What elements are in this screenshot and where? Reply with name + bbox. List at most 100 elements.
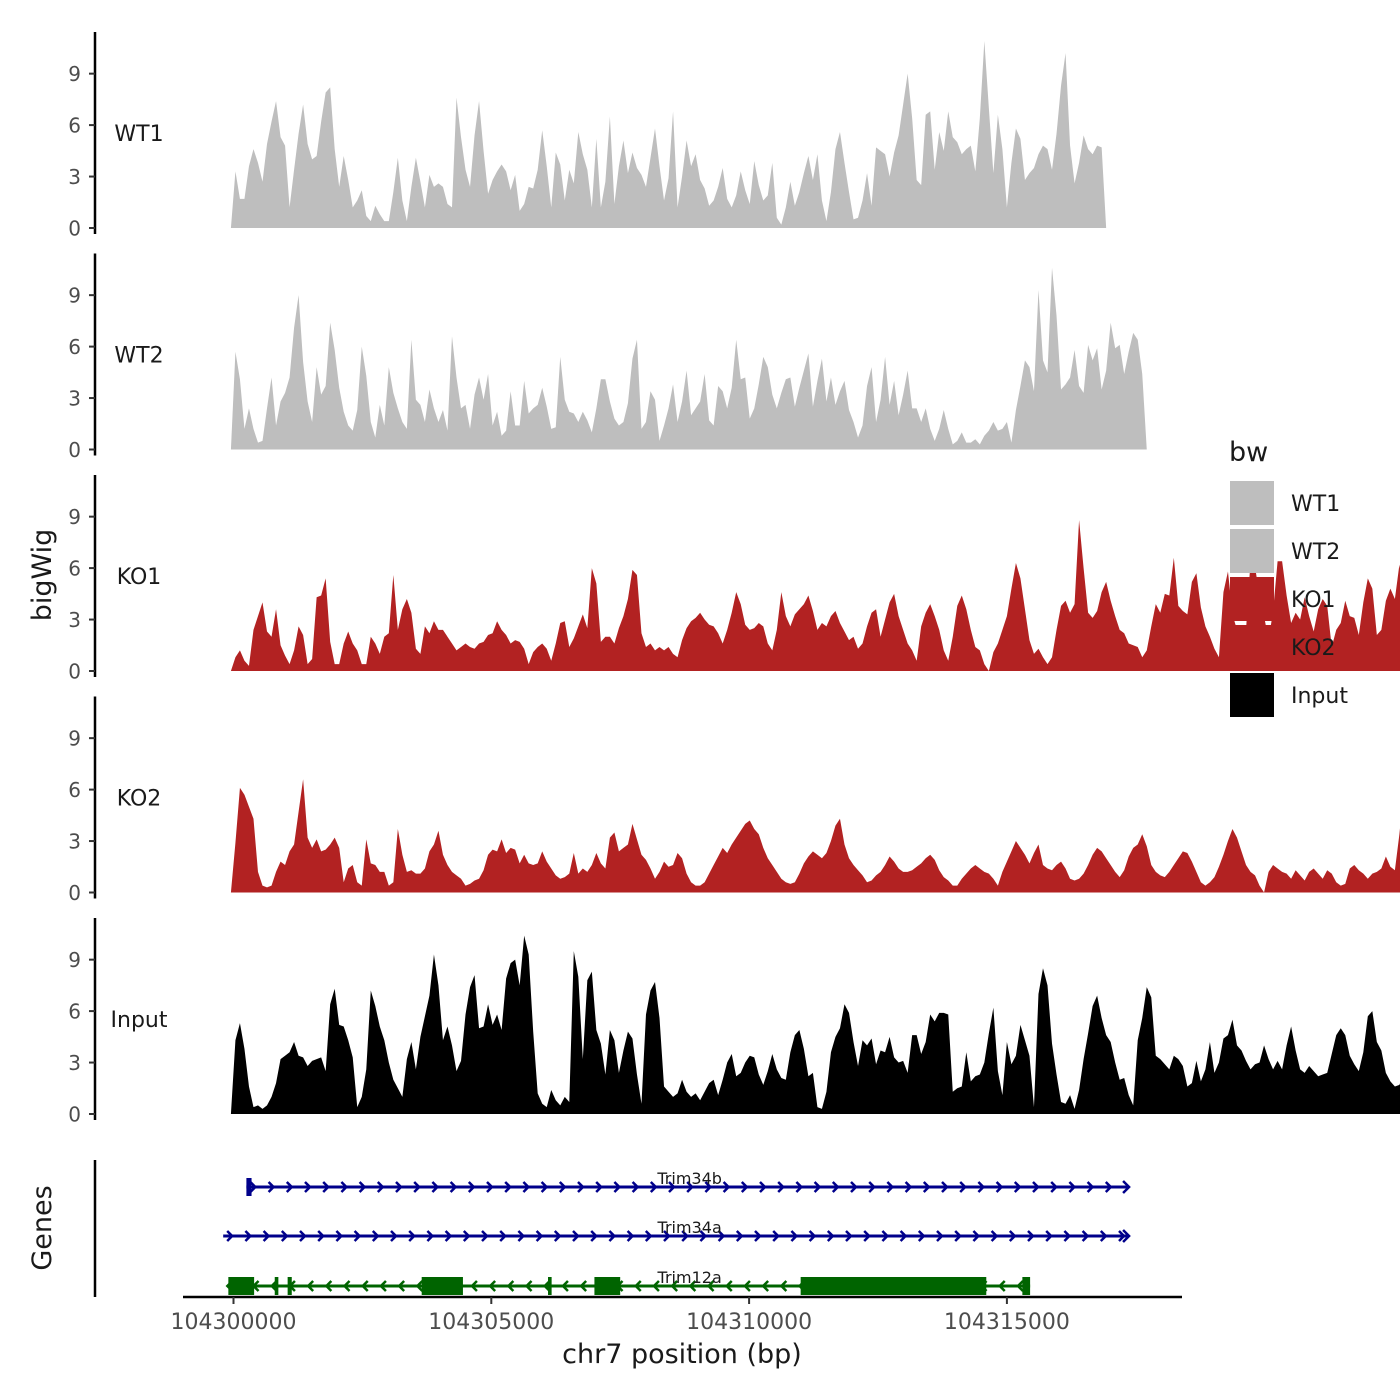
legend-key-wt1 [1230,481,1274,525]
strand-arrow [360,1280,369,1292]
x-tick-label: 104315000 [944,1310,1070,1335]
strand-arrow [572,1230,580,1242]
legend-label-ko1: KO1 [1291,588,1336,613]
strand-arrow [244,1230,253,1242]
track-input: 0 3 6 9 Input [68,918,1400,1127]
strand-arrow [506,1280,515,1292]
strand-arrow [322,1181,330,1193]
strand-arrow [1086,1181,1095,1193]
signal-area-ko2 [230,779,1400,893]
strand-arrow [1068,1181,1077,1193]
strand-arrow [376,1181,385,1193]
x-tick-label: 104310000 [686,1310,812,1335]
strand-arrow [868,1181,876,1193]
strand-arrow [561,1280,569,1292]
strand-arrow-end [1122,1229,1131,1243]
strand-arrow [613,1181,622,1193]
strand-arrow [486,1181,494,1193]
exon [421,1277,463,1295]
track-ko2: 0 3 6 9 KO2 [68,696,1400,905]
strand-arrow [795,1181,804,1193]
gene-name-label: Trim34a [657,1218,722,1237]
y-tick-label: 0 [68,217,81,241]
strand-arrow [280,1230,289,1242]
strand-arrow [977,1181,986,1193]
strand-arrow [358,1181,367,1193]
strand-arrow [995,1181,1004,1193]
strand-arrow [754,1230,762,1242]
strand-arrow [590,1230,598,1242]
strand-arrow [626,1230,635,1242]
strand-arrow [390,1230,398,1242]
strand-arrow-end [1122,1180,1131,1194]
strand-arrow [488,1280,497,1292]
strand-arrow [267,1181,276,1193]
strand-arrow [1099,1230,1108,1242]
strand-arrow [524,1280,533,1292]
y-tick-label: 6 [68,1000,81,1024]
gene-annotation-panel: 104300000 104305000 104310000 104315000 Trim… [93,1160,1182,1335]
strand-arrow [395,1181,403,1193]
exon [287,1277,292,1295]
exon [800,1277,987,1295]
legend-label-input: Input [1291,684,1348,709]
y-tick-label: 9 [68,284,81,308]
genes-axis-title: Genes [27,1185,58,1270]
strand-arrow [813,1181,822,1193]
strand-arrow [1063,1230,1072,1242]
y-tick-label: 3 [68,165,81,189]
strand-arrow [972,1230,981,1242]
strand-arrow [722,1181,731,1193]
strand-arrow [717,1230,726,1242]
y-tick-label: 6 [68,778,81,802]
exon [1022,1277,1031,1295]
y-tick-label: 9 [68,505,81,529]
strand-arrow [997,1280,1006,1292]
strand-arrow [413,1181,421,1193]
strand-arrow [1081,1230,1090,1242]
y-tick-label: 9 [68,948,81,972]
strand-arrow [790,1230,799,1242]
track-label: KO2 [117,787,162,812]
strand-arrow [342,1280,351,1292]
strand-arrow [317,1230,325,1242]
strand-arrow [724,1280,733,1292]
exon [548,1277,552,1295]
exon [228,1277,255,1295]
strand-arrow [740,1181,749,1193]
strand-arrow [899,1230,908,1242]
strand-arrow [954,1230,962,1242]
strand-arrow [886,1181,895,1193]
strand-arrow [522,1181,531,1193]
strand-arrow [761,1280,770,1292]
legend-label-ko2: KO2 [1291,636,1336,661]
legend-key-input [1230,673,1274,717]
y-tick-label: 3 [68,830,81,854]
strand-arrow [941,1181,949,1193]
strand-arrow [517,1230,526,1242]
y-tick-label: 6 [68,557,81,581]
strand-arrow [688,1280,697,1292]
strand-arrow [462,1230,471,1242]
strand-arrow [936,1230,944,1242]
strand-arrow [353,1230,362,1242]
y-tick-label: 3 [68,387,81,411]
strand-arrow [826,1230,835,1242]
strand-arrow [663,1230,671,1242]
strand-arrow [633,1280,642,1292]
strand-arrow [668,1181,676,1193]
track-wt2: 0 3 6 9 WT2 [68,253,1147,462]
strand-arrow [397,1280,406,1292]
track-label: Input [111,1008,168,1033]
strand-arrow [444,1230,453,1242]
strand-arrow [670,1280,679,1292]
strand-arrow [579,1280,588,1292]
strand-arrow [467,1181,476,1193]
strand-arrow [249,1181,258,1193]
gene-trim34a: Trim34a [223,1218,1131,1243]
strand-arrow [1032,1181,1040,1193]
strand-arrow [743,1280,751,1292]
y-tick-label: 0 [68,1103,81,1127]
track-ko1: 0 3 6 9 KO1 [68,475,1400,684]
strand-arrow [335,1230,344,1242]
